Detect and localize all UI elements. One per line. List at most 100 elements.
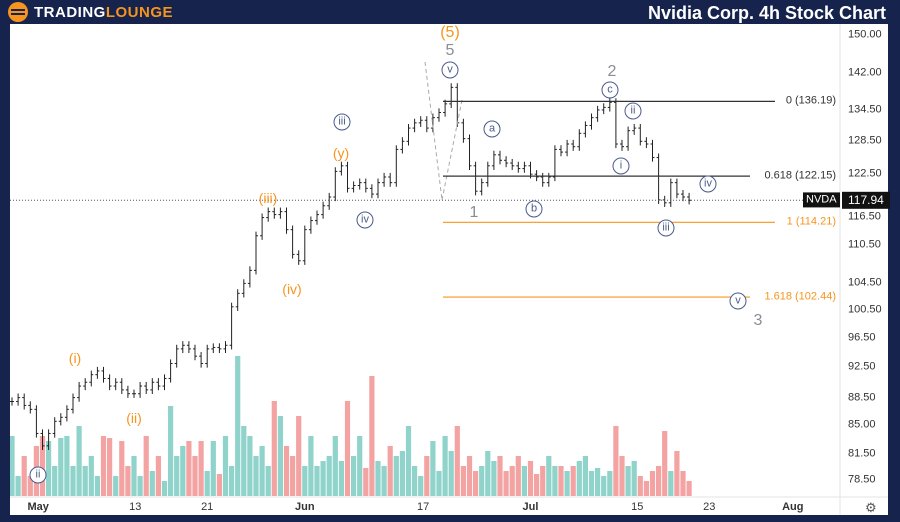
volume-bar <box>363 468 369 496</box>
price-bar <box>467 134 472 170</box>
price-bar <box>357 178 362 190</box>
price-bar <box>229 302 234 350</box>
price-bar <box>546 172 551 187</box>
wave-label: 1 <box>469 204 479 221</box>
price-bar <box>388 172 393 187</box>
price-bar <box>479 178 484 196</box>
price-bar <box>52 417 57 438</box>
volume-bar <box>546 456 552 496</box>
volume-bar <box>180 446 186 496</box>
volume-bar <box>308 436 314 496</box>
price-bar <box>193 344 197 361</box>
volume-bar <box>637 476 643 496</box>
wave-circle: c <box>601 81 619 99</box>
volume-bar <box>125 466 131 496</box>
brand-part2: LOUNGE <box>105 3 173 21</box>
price-bar <box>223 341 228 354</box>
y-tick-label: 78.50 <box>848 473 876 486</box>
price-bar <box>540 172 545 187</box>
price-bar <box>180 341 185 354</box>
volume-bar <box>448 451 454 496</box>
volume-bar <box>100 436 107 496</box>
gear-icon[interactable]: ⚙ <box>865 500 877 515</box>
price-bar <box>626 126 631 151</box>
price-chart[interactable] <box>10 24 888 515</box>
volume-bar <box>27 476 33 496</box>
volume-bar <box>625 466 631 496</box>
volume-bar <box>58 438 64 496</box>
wave-label: (ii) <box>126 410 142 426</box>
price-bar <box>455 83 460 127</box>
chart-panel[interactable]: (i) (ii) (iii) (iv) (y) (5) 5 1 2 3 ii i… <box>10 24 890 515</box>
wave-circle: iv <box>699 175 717 193</box>
price-bar <box>217 343 222 354</box>
price-bar <box>266 207 271 222</box>
volume-bar <box>369 376 375 496</box>
volume-bar <box>229 466 235 496</box>
wave-circle: ii <box>624 102 642 120</box>
wave-label: 3 <box>753 312 763 329</box>
wave-circle: v <box>441 61 459 79</box>
volume-bar <box>210 441 216 496</box>
price-bar <box>150 378 155 395</box>
volume-bar <box>491 461 497 496</box>
volume-bar <box>552 466 558 496</box>
y-tick-label: 150.00 <box>848 28 882 41</box>
volume-bar <box>10 436 15 496</box>
price-bar <box>644 137 649 149</box>
y-tick-label: 128.50 <box>848 134 882 147</box>
price-bar <box>437 108 441 122</box>
fib-level-label: 0.618 (122.15) <box>764 169 836 182</box>
price-bar <box>522 161 527 173</box>
price-bar <box>254 231 258 275</box>
price-bar <box>156 378 161 391</box>
chart-title: Nvidia Corp. 4h Stock Chart <box>647 3 886 23</box>
wave-label: 2 <box>607 63 617 80</box>
price-bar <box>40 429 45 450</box>
price-bar <box>308 216 313 234</box>
volume-bar <box>527 461 534 496</box>
price-bar <box>662 195 667 207</box>
volume-bar <box>326 456 332 496</box>
price-bar <box>272 207 277 219</box>
price-bar <box>199 352 204 368</box>
wave-label: (iii) <box>258 190 278 206</box>
price-bar <box>205 344 210 368</box>
price-bar <box>674 178 679 199</box>
price-bar <box>607 98 612 112</box>
price-bar <box>290 225 295 259</box>
volume-bar <box>497 456 503 496</box>
price-bar <box>119 378 124 395</box>
price-bar <box>638 123 643 146</box>
wave-circle: iii <box>657 219 675 237</box>
volume-bar <box>64 436 70 496</box>
x-tick-label: 17 <box>417 501 430 513</box>
price-bar <box>571 139 576 151</box>
volume-bar <box>174 456 180 496</box>
price-bar <box>601 103 606 115</box>
volume-bar <box>381 466 387 496</box>
x-tick-label: 21 <box>201 501 214 513</box>
volume-bar <box>204 471 210 496</box>
price-bar <box>260 213 265 240</box>
price-bar <box>583 121 588 138</box>
volume-bar <box>558 466 564 496</box>
volume-bar <box>143 436 149 496</box>
price-bar <box>552 145 557 182</box>
price-bar <box>77 381 82 402</box>
price-bar <box>510 158 515 170</box>
volume-bar <box>137 476 143 496</box>
volume-bar <box>302 466 308 496</box>
volume-bar <box>46 441 52 496</box>
fib-level-label: 1.618 (102.44) <box>764 290 836 303</box>
price-bar <box>241 279 246 298</box>
price-bar <box>10 397 14 406</box>
wave-circle: iv <box>356 211 374 229</box>
volume-bar <box>198 441 204 496</box>
price-bar <box>315 210 319 225</box>
volume-bar <box>399 451 405 496</box>
x-tick-label: May <box>27 501 49 513</box>
price-bar <box>394 145 399 187</box>
price-bar <box>138 381 143 398</box>
price-bar <box>284 207 289 234</box>
